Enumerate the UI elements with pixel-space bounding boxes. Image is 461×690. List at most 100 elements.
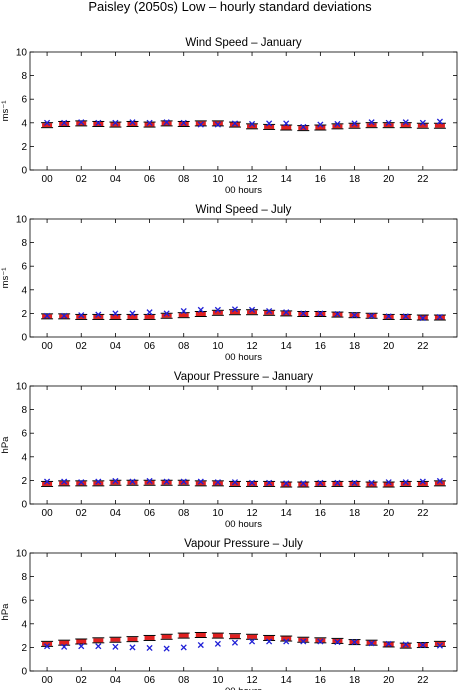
red-box-marker [315, 481, 326, 486]
x-tick-label: 04 [110, 675, 122, 686]
blue-x-marker [231, 306, 239, 313]
red-box-marker [212, 633, 223, 638]
red-box-marker [76, 314, 87, 319]
y-tick-label: 2 [21, 142, 27, 153]
blue-x-marker [317, 638, 324, 645]
y-tick-label: 2 [21, 309, 27, 320]
blue-x-marker [78, 643, 85, 650]
blue-x-marker [44, 312, 51, 319]
red-box-marker [264, 124, 275, 129]
x-tick-label: 06 [144, 675, 156, 686]
red-box-marker [127, 314, 138, 319]
blue-x-marker [78, 119, 85, 126]
x-tick-label: 14 [281, 174, 293, 185]
red-box-marker [400, 481, 411, 486]
y-tick-label: 6 [21, 429, 27, 440]
red-box-marker [247, 124, 258, 129]
x-tick-label: 10 [212, 174, 224, 185]
red-box-marker [281, 636, 292, 641]
x-tick-label: 18 [349, 174, 361, 185]
red-box-marker [59, 640, 70, 645]
red-box-marker [127, 480, 138, 485]
red-box-marker [161, 313, 172, 318]
red-box-marker [42, 641, 53, 646]
blue-x-marker [95, 643, 102, 650]
x-axis-label: 00 hours [225, 185, 262, 196]
blue-x-marker [283, 120, 290, 127]
x-tick-label: 02 [76, 675, 88, 686]
blue-x-marker [436, 118, 443, 125]
blue-x-marker [163, 645, 170, 652]
red-box-marker [366, 482, 377, 487]
red-box-marker [144, 122, 155, 127]
red-box-marker [264, 635, 275, 640]
y-axis-label: hPa [0, 436, 11, 454]
y-tick-label: 0 [21, 333, 27, 344]
red-box-marker [127, 121, 138, 126]
blue-x-marker [385, 640, 392, 647]
red-box-marker [332, 124, 343, 129]
blue-x-marker [368, 119, 375, 126]
x-tick-label: 06 [144, 341, 156, 352]
blue-x-marker [197, 121, 204, 128]
red-box-marker [76, 121, 87, 126]
blue-x-marker [248, 120, 256, 128]
red-box-marker [93, 121, 104, 126]
blue-x-marker [300, 638, 307, 645]
blue-x-marker [266, 479, 273, 486]
red-box-marker [195, 121, 206, 126]
blue-x-marker [402, 313, 409, 320]
blue-x-marker [180, 119, 187, 126]
y-tick-label: 10 [16, 382, 28, 393]
x-tick-label: 16 [315, 675, 327, 686]
red-box-marker [161, 480, 172, 485]
plot-area-frame [29, 218, 458, 338]
blue-x-marker [402, 479, 409, 486]
blue-x-marker [351, 479, 358, 486]
blue-x-marker [61, 643, 68, 650]
x-tick-label: 04 [110, 341, 122, 352]
red-box-marker [144, 314, 155, 319]
blue-x-marker [368, 479, 375, 486]
x-axis-label: 00 hours [225, 686, 262, 690]
x-tick-label: 00 [42, 508, 54, 519]
blue-x-marker [368, 312, 375, 319]
y-tick-label: 10 [16, 549, 28, 560]
blue-x-marker [61, 312, 68, 319]
red-box-marker [212, 121, 223, 126]
red-box-marker [281, 482, 292, 487]
blue-x-marker [402, 641, 409, 648]
blue-x-marker [197, 478, 204, 485]
blue-x-marker [266, 120, 273, 127]
blue-x-marker [419, 119, 426, 126]
blue-x-marker [95, 311, 102, 318]
x-tick-label: 22 [417, 174, 429, 185]
red-box-marker [281, 311, 292, 316]
x-tick-label: 06 [144, 174, 156, 185]
x-axis-label: 00 hours [225, 519, 262, 530]
red-box-marker [110, 314, 121, 319]
blue-x-marker [163, 119, 170, 126]
x-tick-label: 04 [110, 174, 122, 185]
red-box-marker [247, 634, 258, 639]
red-box-marker [332, 638, 343, 643]
y-axis-label: ms⁻¹ [0, 268, 11, 289]
red-box-marker [229, 122, 240, 127]
blue-x-marker [61, 119, 68, 126]
x-tick-label: 00 [42, 174, 54, 185]
x-tick-label: 14 [281, 341, 293, 352]
x-tick-label: 20 [383, 174, 395, 185]
x-tick-label: 08 [178, 508, 190, 519]
blue-x-marker [112, 477, 119, 485]
red-box-marker [434, 481, 445, 486]
red-box-marker [195, 633, 206, 638]
blue-x-marker [112, 643, 119, 650]
blue-x-marker [419, 478, 426, 485]
red-box-marker [383, 482, 394, 487]
red-box-marker [178, 121, 189, 126]
red-box-marker [42, 481, 53, 486]
y-tick-label: 2 [21, 643, 27, 654]
blue-x-marker [266, 638, 273, 645]
panel-title: Vapour Pressure – July [184, 538, 303, 550]
